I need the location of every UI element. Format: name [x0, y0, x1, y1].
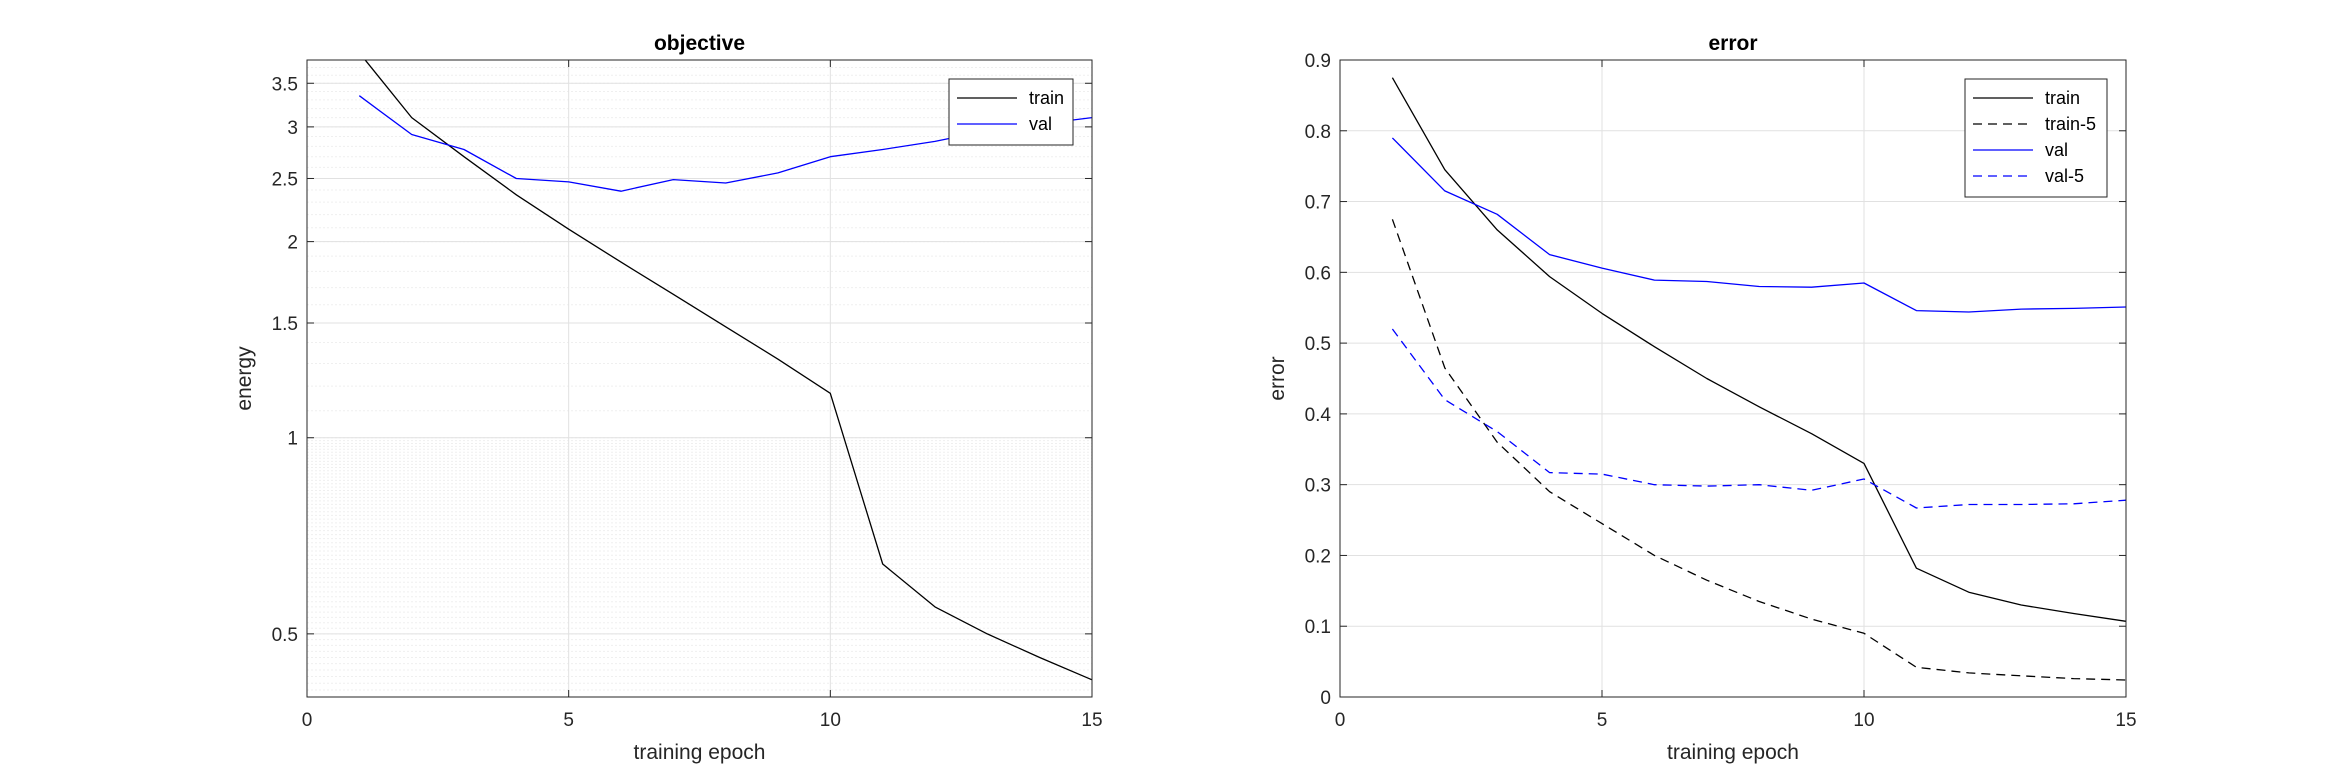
chart-2-y-tick-label: 0.2 [1305, 546, 1331, 567]
chart-1-legend-box [948, 78, 1074, 146]
chart-2-y-tick-label: 0.7 [1305, 193, 1331, 214]
chart-2-legend-label-val: val [2045, 140, 2068, 160]
chart-2: 0 5 10 15 0 0.1 0.2 0.3 0.4 0.5 0.6 0.7 0.8 0.9 error t… [1140, 0, 2326, 781]
chart-2-axes-box [1339, 59, 2127, 698]
chart-1-title: objective [654, 32, 745, 55]
chart-1: 0 5 10 15 0.5 1 1.5 2 2.5 3 3.5 objective training e… [107, 0, 1292, 781]
chart-2-x-axis-label: training epoch [1667, 741, 1799, 764]
chart-1-legend-label-val: val [1029, 114, 1052, 134]
chart-2-y-axis-label: error [1266, 356, 1289, 400]
chart-2-title: error [1708, 32, 1757, 55]
chart-2-series-val-5-line [1391, 328, 2127, 509]
chart-2-y-tick-label: 0.5 [1305, 334, 1331, 355]
chart-1-y-axis-label: energy [233, 346, 256, 411]
chart-2-x-tick-label: 15 [2115, 710, 2136, 731]
chart-2-y-tick-label: 0.8 [1305, 122, 1331, 143]
chart-2-y-tick-label: 0 [1320, 688, 1331, 709]
chart-1-x-tick-label: 10 [820, 710, 841, 731]
chart-1-x-tick-label: 15 [1081, 710, 1102, 731]
chart-1-x-axis-label: training epoch [634, 741, 766, 764]
chart-2-mask-top [1140, 0, 2326, 60]
chart-2-y-tick-label: 0.6 [1305, 263, 1331, 284]
chart-2-legend-label-train: train [2045, 88, 2080, 108]
chart-1-y-tick-label: 1.5 [272, 314, 298, 335]
chart-1-x-tick-label: 5 [563, 710, 574, 731]
chart-2-overflow-mask [1140, 0, 2326, 781]
chart-1-legend: train val [948, 78, 1074, 146]
chart-2-series-val-line [1391, 137, 2127, 313]
chart-2-x-tick-label: 5 [1597, 710, 1608, 731]
chart-1-ticks: 0 5 10 15 0.5 1 1.5 2 2.5 3 3.5 [272, 60, 1103, 731]
chart-1-legend-label-train: train [1029, 88, 1064, 108]
chart-1-mask-bottom [107, 697, 1292, 781]
chart-2-y-tick-label: 0.3 [1305, 476, 1331, 497]
chart-2-ticks: 0 5 10 15 0 0.1 0.2 0.3 0.4 0.5 0.6 0.7 0.8 0.9 [1305, 51, 2137, 731]
chart-1-y-tick-label: 0.5 [272, 625, 298, 646]
chart-1-overflow-mask [107, 0, 1292, 781]
chart-1-series-train-line [358, 52, 1093, 681]
chart-2-x-tick-label: 10 [1853, 710, 1874, 731]
chart-2-y-tick-label: 0.9 [1305, 51, 1331, 72]
chart-2-series [1391, 77, 2127, 681]
chart-2-legend: train train-5 val val-5 [1964, 78, 2108, 198]
chart-2-y-tick-label: 0.1 [1305, 617, 1331, 638]
chart-1-y-tick-label: 2.5 [272, 169, 298, 190]
chart-2-y-tick-label: 0.4 [1305, 405, 1332, 426]
chart-1-x-tick-label: 0 [302, 710, 313, 731]
chart-2-legend-label-val-5: val-5 [2045, 166, 2084, 186]
chart-1-y-tick-label: 1 [287, 429, 298, 450]
chart-2-series-train-5-line [1391, 219, 2127, 681]
chart-2-legend-label-train-5: train-5 [2045, 114, 2096, 134]
chart-1-y-tick-label: 3.5 [272, 74, 298, 95]
chart-1-axes-box [306, 59, 1093, 698]
chart-2-mask-bottom [1140, 697, 2326, 781]
chart-1-mask-top [107, 0, 1292, 60]
chart-2-x-tick-label: 0 [1335, 710, 1346, 731]
chart-2-legend-box [1964, 78, 2108, 198]
chart-1-y-tick-label: 2 [287, 233, 298, 254]
chart-2-series-train-line [1391, 77, 2127, 622]
chart-1-y-tick-label: 3 [287, 118, 298, 139]
